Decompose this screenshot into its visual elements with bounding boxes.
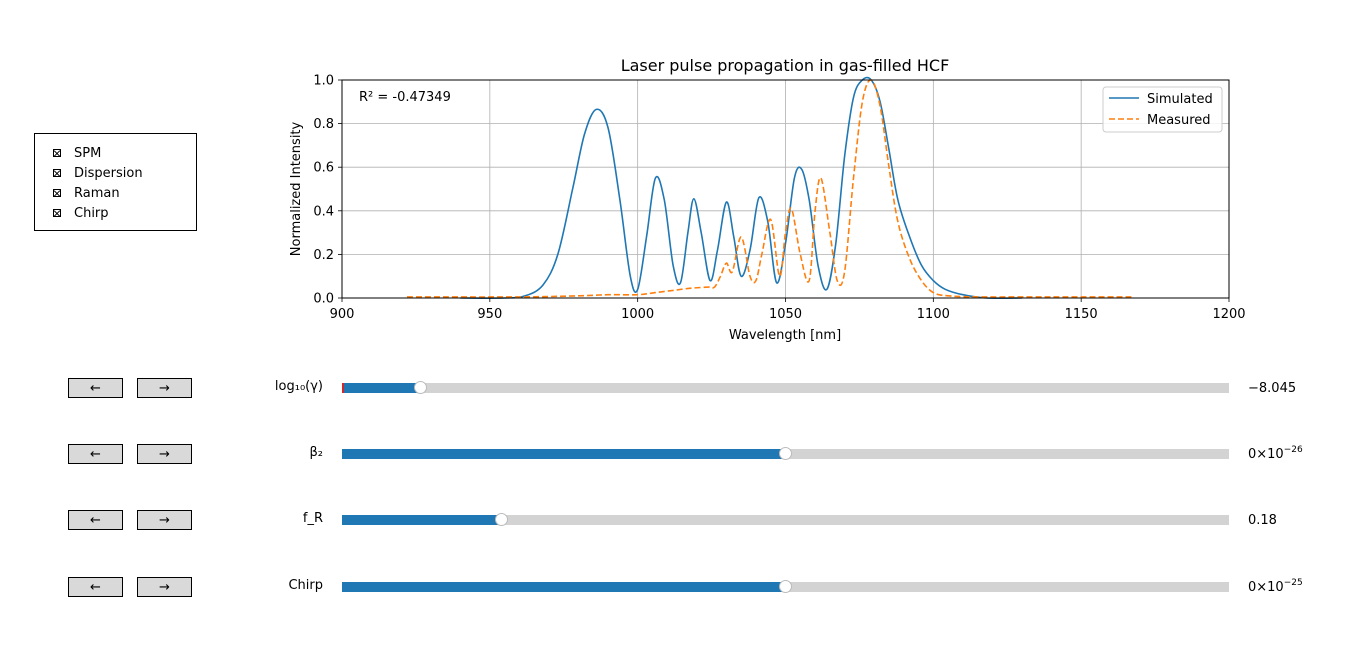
x-tick-label: 1000 bbox=[621, 307, 654, 322]
slider-chirp[interactable] bbox=[342, 580, 1229, 593]
slider-handle[interactable] bbox=[779, 447, 792, 460]
checkbox-panel: SPM Dispersion Raman Chirp bbox=[34, 133, 197, 231]
slider-value-fr: 0.18 bbox=[1248, 513, 1277, 528]
checkbox-label: Dispersion bbox=[74, 165, 143, 181]
prev-button-beta2[interactable]: ← bbox=[68, 444, 123, 464]
axis-ticks: 900 950 1000 1050 1100 1150 1200 0.0 0.2 0.4 0.6 0.… bbox=[313, 74, 1245, 323]
next-button-fr[interactable]: → bbox=[137, 510, 192, 530]
slider-value-gamma: −8.045 bbox=[1248, 381, 1297, 396]
chart-title: Laser pulse propagation in gas-filled HC… bbox=[621, 56, 950, 75]
checkbox-checked-icon bbox=[53, 169, 61, 177]
x-tick-label: 1150 bbox=[1065, 307, 1098, 322]
y-tick-label: 1.0 bbox=[313, 74, 334, 89]
grid bbox=[341, 79, 1230, 299]
r-squared-annotation: R² = -0.47349 bbox=[359, 90, 451, 105]
slider-value-chirp: 0×10−25 bbox=[1248, 578, 1303, 595]
y-tick-label: 0.6 bbox=[313, 161, 334, 176]
legend-measured-label: Measured bbox=[1147, 113, 1211, 128]
checkbox-label: SPM bbox=[74, 145, 102, 161]
slider-handle[interactable] bbox=[495, 513, 509, 526]
y-tick-label: 0.0 bbox=[313, 292, 334, 307]
slider-handle[interactable] bbox=[779, 580, 792, 593]
slider-gamma[interactable] bbox=[342, 381, 1229, 394]
x-tick-label: 1200 bbox=[1212, 307, 1245, 322]
slider-fill bbox=[342, 449, 786, 459]
x-axis-label: Wavelength [nm] bbox=[729, 328, 841, 343]
checkbox-checked-icon bbox=[53, 209, 61, 217]
legend-simulated-label: Simulated bbox=[1147, 92, 1213, 107]
x-tick-label: 950 bbox=[477, 307, 502, 322]
checkbox-raman[interactable]: Raman bbox=[53, 184, 120, 202]
slider-fill bbox=[342, 582, 786, 592]
checkbox-spm[interactable]: SPM bbox=[53, 144, 101, 162]
next-button-beta2[interactable]: → bbox=[137, 444, 192, 464]
prev-button-gamma[interactable]: ← bbox=[68, 378, 123, 398]
checkbox-label: Raman bbox=[74, 185, 120, 201]
y-tick-label: 0.2 bbox=[313, 248, 334, 263]
series-line-measured bbox=[406, 79, 1132, 298]
x-tick-label: 1050 bbox=[769, 307, 802, 322]
y-axis-label: Normalized Intensity bbox=[289, 121, 304, 256]
plot-area bbox=[406, 76, 1132, 300]
prev-button-chirp[interactable]: ← bbox=[68, 577, 123, 597]
slider-value-beta2: 0×10−26 bbox=[1248, 445, 1303, 462]
y-tick-label: 0.4 bbox=[313, 204, 334, 219]
checkbox-checked-icon bbox=[53, 149, 61, 157]
legend: Simulated Measured bbox=[1102, 86, 1223, 133]
slider-label-chirp: Chirp bbox=[288, 578, 323, 593]
slider-fr[interactable] bbox=[342, 513, 1229, 526]
slider-initial-marker bbox=[342, 383, 344, 393]
slider-beta2[interactable] bbox=[342, 447, 1229, 460]
slider-label-gamma: log₁₀(γ) bbox=[274, 379, 323, 394]
checkbox-checked-icon bbox=[53, 189, 61, 197]
checkbox-chirp[interactable]: Chirp bbox=[53, 204, 109, 222]
slider-fill bbox=[342, 515, 502, 525]
slider-label-beta2: β₂ bbox=[309, 445, 323, 460]
x-tick-label: 1100 bbox=[917, 307, 950, 322]
slider-label-fr: f_R bbox=[302, 511, 323, 526]
next-button-gamma[interactable]: → bbox=[137, 378, 192, 398]
series-line-simulated bbox=[460, 76, 1023, 300]
slider-handle[interactable] bbox=[414, 381, 428, 394]
spectrum-chart: 900 950 1000 1050 1100 1150 1200 0.0 0.2 0.4 0.6 0.… bbox=[289, 56, 1246, 343]
y-tick-label: 0.8 bbox=[313, 117, 334, 132]
x-tick-label: 900 bbox=[330, 307, 355, 322]
prev-button-fr[interactable]: ← bbox=[68, 510, 123, 530]
checkbox-dispersion[interactable]: Dispersion bbox=[53, 164, 143, 182]
checkbox-label: Chirp bbox=[74, 205, 109, 221]
next-button-chirp[interactable]: → bbox=[137, 577, 192, 597]
slider-fill bbox=[342, 383, 421, 393]
